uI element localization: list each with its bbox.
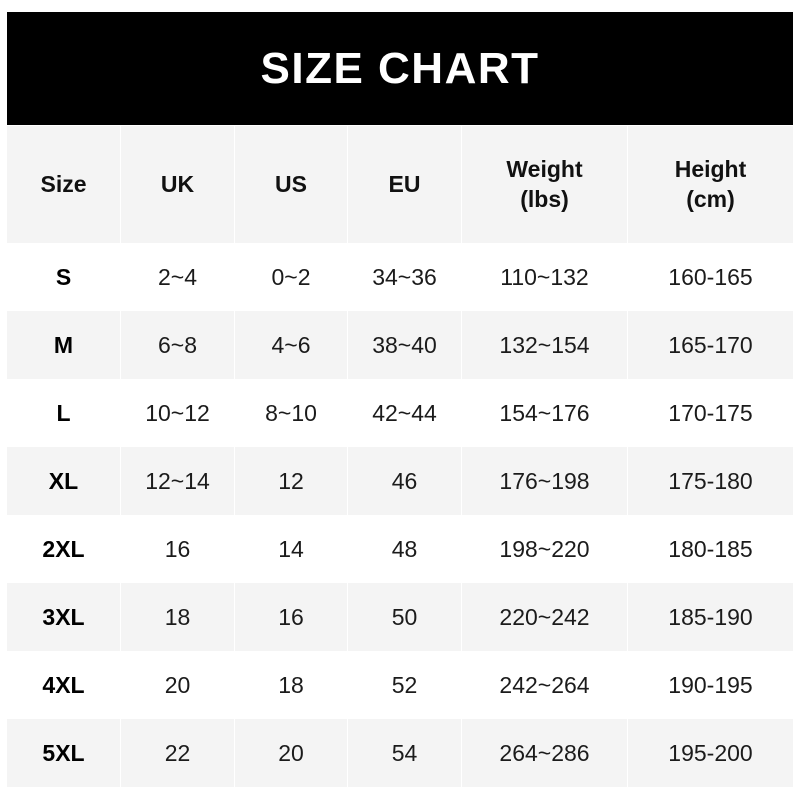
table-body: S 2~4 0~2 34~36 110~132 160-165 M 6~8 4~6 38~40 13… xyxy=(7,243,793,787)
cell-us: 18 xyxy=(235,651,348,719)
cell-height: 195-200 xyxy=(628,719,793,787)
cell-size: L xyxy=(7,379,121,447)
cell-size: 5XL xyxy=(7,719,121,787)
cell-weight: 154~176 xyxy=(462,379,628,447)
cell-eu: 54 xyxy=(348,719,462,787)
table-header: Size UK US EU Weight (lbs) Height (cm) xyxy=(7,126,793,243)
column-header-sublabel: (cm) xyxy=(686,185,735,212)
page-title: SIZE CHART xyxy=(260,43,540,93)
table-row: M 6~8 4~6 38~40 132~154 165-170 xyxy=(7,311,793,379)
cell-size: 4XL xyxy=(7,651,121,719)
size-table: Size UK US EU Weight (lbs) Height (cm) S 2~4 0~2 3… xyxy=(7,126,793,787)
cell-uk: 16 xyxy=(121,515,235,583)
cell-eu: 42~44 xyxy=(348,379,462,447)
cell-eu: 52 xyxy=(348,651,462,719)
cell-us: 14 xyxy=(235,515,348,583)
cell-us: 0~2 xyxy=(235,243,348,311)
cell-weight: 132~154 xyxy=(462,311,628,379)
cell-uk: 18 xyxy=(121,583,235,651)
cell-us: 20 xyxy=(235,719,348,787)
cell-size: M xyxy=(7,311,121,379)
cell-size: S xyxy=(7,243,121,311)
cell-us: 4~6 xyxy=(235,311,348,379)
cell-weight: 176~198 xyxy=(462,447,628,515)
cell-size: 2XL xyxy=(7,515,121,583)
column-header-eu: EU xyxy=(348,126,462,243)
column-header-sublabel: (lbs) xyxy=(520,185,569,212)
column-header-size: Size xyxy=(7,126,121,243)
cell-eu: 50 xyxy=(348,583,462,651)
cell-us: 12 xyxy=(235,447,348,515)
cell-height: 180-185 xyxy=(628,515,793,583)
column-header-uk: UK xyxy=(121,126,235,243)
cell-uk: 2~4 xyxy=(121,243,235,311)
table-row: 5XL 22 20 54 264~286 195-200 xyxy=(7,719,793,787)
cell-height: 160-165 xyxy=(628,243,793,311)
cell-uk: 20 xyxy=(121,651,235,719)
cell-uk: 12~14 xyxy=(121,447,235,515)
cell-weight: 242~264 xyxy=(462,651,628,719)
cell-size: XL xyxy=(7,447,121,515)
cell-us: 16 xyxy=(235,583,348,651)
column-header-label: Weight xyxy=(506,156,583,183)
table-row: XL 12~14 12 46 176~198 175-180 xyxy=(7,447,793,515)
table-row: 2XL 16 14 48 198~220 180-185 xyxy=(7,515,793,583)
cell-size: 3XL xyxy=(7,583,121,651)
cell-eu: 34~36 xyxy=(348,243,462,311)
cell-eu: 48 xyxy=(348,515,462,583)
cell-height: 165-170 xyxy=(628,311,793,379)
cell-height: 185-190 xyxy=(628,583,793,651)
table-row: L 10~12 8~10 42~44 154~176 170-175 xyxy=(7,379,793,447)
cell-us: 8~10 xyxy=(235,379,348,447)
column-header-us: US xyxy=(235,126,348,243)
table-row: S 2~4 0~2 34~36 110~132 160-165 xyxy=(7,243,793,311)
cell-uk: 6~8 xyxy=(121,311,235,379)
cell-weight: 264~286 xyxy=(462,719,628,787)
cell-height: 190-195 xyxy=(628,651,793,719)
cell-weight: 220~242 xyxy=(462,583,628,651)
column-header-label: UK xyxy=(160,170,195,197)
column-header-label: EU xyxy=(388,170,421,197)
table-row: 3XL 18 16 50 220~242 185-190 xyxy=(7,583,793,651)
column-header-label: Height xyxy=(674,156,747,183)
table-header-row: Size UK US EU Weight (lbs) Height (cm) xyxy=(7,126,793,243)
cell-eu: 46 xyxy=(348,447,462,515)
cell-eu: 38~40 xyxy=(348,311,462,379)
size-table-container: Size UK US EU Weight (lbs) Height (cm) S 2~4 0~2 3… xyxy=(7,126,793,787)
title-banner: SIZE CHART xyxy=(7,12,793,125)
column-header-label: Size xyxy=(40,170,87,197)
column-header-height: Height (cm) xyxy=(628,126,793,243)
cell-height: 175-180 xyxy=(628,447,793,515)
column-header-label: US xyxy=(275,170,307,197)
column-header-weight: Weight (lbs) xyxy=(462,126,628,243)
table-row: 4XL 20 18 52 242~264 190-195 xyxy=(7,651,793,719)
cell-uk: 10~12 xyxy=(121,379,235,447)
cell-weight: 198~220 xyxy=(462,515,628,583)
cell-height: 170-175 xyxy=(628,379,793,447)
cell-uk: 22 xyxy=(121,719,235,787)
cell-weight: 110~132 xyxy=(462,243,628,311)
